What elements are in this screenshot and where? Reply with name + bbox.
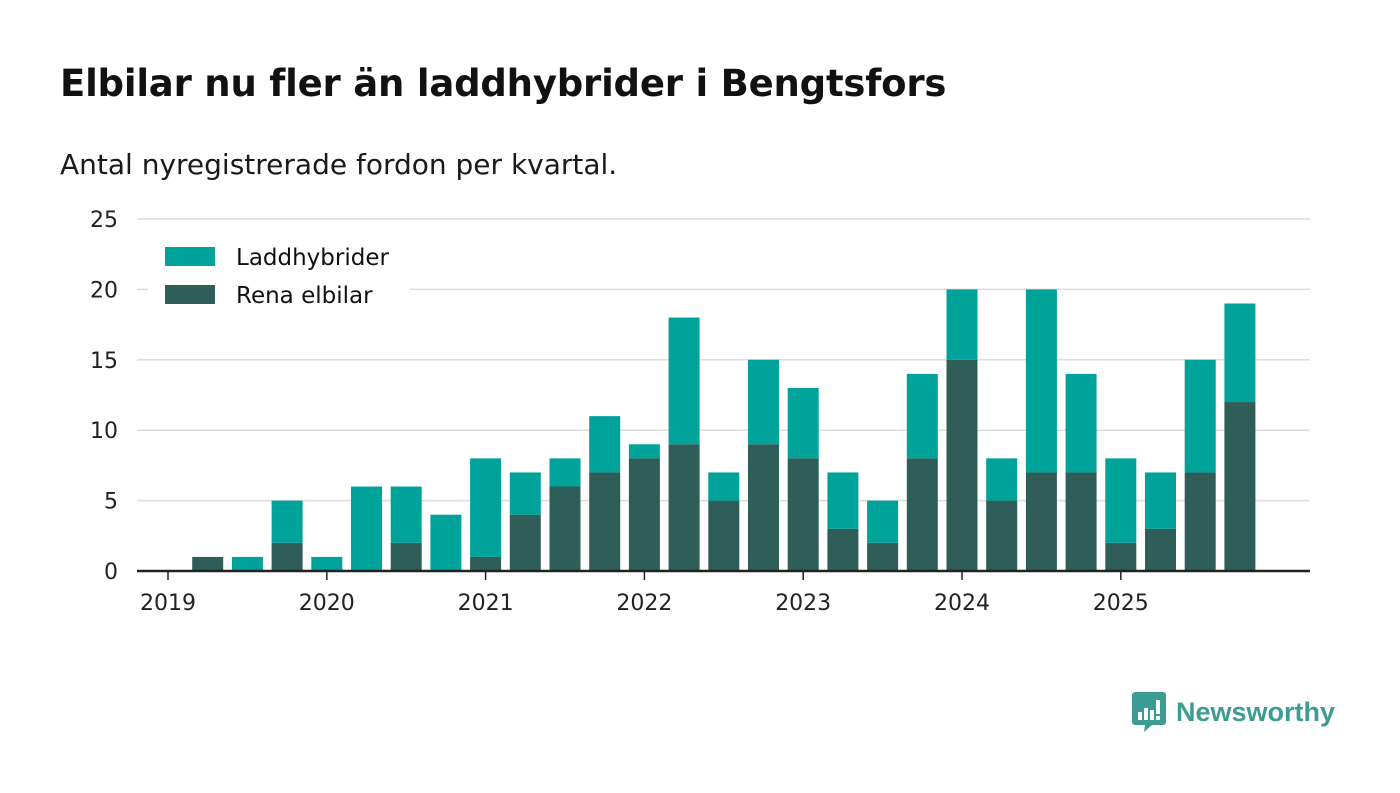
y-tick-label: 0 bbox=[104, 560, 118, 585]
newsworthy-logo-icon bbox=[1132, 692, 1166, 732]
y-tick-label: 5 bbox=[104, 490, 118, 515]
bar-laddhybrider bbox=[628, 444, 660, 459]
bar-laddhybrider bbox=[351, 486, 382, 571]
y-tick-label: 15 bbox=[90, 349, 118, 374]
x-tick-label: 2019 bbox=[140, 591, 196, 616]
y-tick-label: 10 bbox=[90, 419, 118, 444]
bar-rena-elbilar bbox=[827, 528, 859, 571]
bar-rena-elbilar bbox=[867, 542, 899, 571]
bar-laddhybrider bbox=[589, 416, 621, 473]
x-tick-label: 2021 bbox=[458, 591, 514, 616]
legend-label-rena-elbilar: Rena elbilar bbox=[236, 283, 373, 309]
bar-rena-elbilar bbox=[549, 486, 581, 571]
bars bbox=[192, 289, 1256, 571]
bar-laddhybrider bbox=[311, 556, 343, 571]
bar-rena-elbilar bbox=[787, 458, 819, 571]
bar-laddhybrider bbox=[390, 486, 422, 543]
bar-rena-elbilar bbox=[946, 359, 978, 571]
bar-laddhybrider bbox=[1184, 359, 1216, 473]
bar-laddhybrider bbox=[906, 373, 938, 459]
x-tick-label: 2023 bbox=[775, 591, 831, 616]
legend-swatch-laddhybrider bbox=[165, 247, 215, 266]
bar-rena-elbilar bbox=[1065, 472, 1097, 571]
bar-rena-elbilar bbox=[986, 500, 1018, 571]
bar-rena-elbilar bbox=[906, 458, 938, 571]
x-tick-label: 2020 bbox=[299, 591, 355, 616]
bar-rena-elbilar bbox=[628, 458, 660, 571]
bar-rena-elbilar bbox=[470, 556, 502, 571]
bar-laddhybrider bbox=[1145, 472, 1176, 529]
legend: Laddhybrider Rena elbilar bbox=[148, 236, 410, 312]
x-tick-label: 2025 bbox=[1093, 591, 1149, 616]
bar-rena-elbilar bbox=[668, 444, 700, 571]
bar-laddhybrider bbox=[509, 472, 541, 515]
bar-rena-elbilar bbox=[509, 514, 541, 571]
newsworthy-logo: Newsworthy bbox=[1132, 690, 1335, 734]
bar-laddhybrider bbox=[549, 458, 581, 487]
y-tick-label: 20 bbox=[90, 278, 118, 303]
bar-rena-elbilar bbox=[708, 500, 740, 571]
bar-laddhybrider bbox=[231, 556, 263, 571]
bar-laddhybrider bbox=[668, 317, 700, 445]
bar-laddhybrider bbox=[271, 500, 303, 543]
bar-laddhybrider bbox=[430, 514, 462, 571]
bar-laddhybrider bbox=[867, 500, 899, 543]
bar-laddhybrider bbox=[986, 458, 1018, 501]
bar-laddhybrider bbox=[748, 359, 779, 445]
bar-laddhybrider bbox=[1105, 458, 1137, 543]
legend-label-laddhybrider: Laddhybrider bbox=[236, 245, 389, 271]
chart-title: Elbilar nu fler än laddhybrider i Bengts… bbox=[60, 62, 947, 105]
brand-name: Newsworthy bbox=[1176, 696, 1336, 727]
bar-rena-elbilar bbox=[1224, 402, 1256, 571]
bar-laddhybrider bbox=[827, 472, 859, 529]
chart-subtitle: Antal nyregistrerade fordon per kvartal. bbox=[60, 148, 618, 181]
bar-rena-elbilar bbox=[192, 556, 224, 571]
bar-laddhybrider bbox=[1224, 303, 1256, 403]
y-tick-label: 25 bbox=[90, 208, 118, 233]
bar-laddhybrider bbox=[708, 472, 740, 501]
bar-rena-elbilar bbox=[1145, 528, 1176, 571]
legend-swatch-rena-elbilar bbox=[165, 285, 215, 304]
bar-rena-elbilar bbox=[1105, 542, 1137, 571]
bar-rena-elbilar bbox=[390, 542, 422, 571]
bar-rena-elbilar bbox=[1184, 472, 1216, 571]
x-tick-label: 2024 bbox=[934, 591, 990, 616]
bar-rena-elbilar bbox=[748, 444, 779, 571]
bar-laddhybrider bbox=[470, 458, 502, 557]
bar-rena-elbilar bbox=[1025, 472, 1057, 571]
bar-laddhybrider bbox=[946, 289, 978, 360]
bar-laddhybrider bbox=[787, 387, 819, 459]
bar-laddhybrider bbox=[1065, 373, 1097, 473]
x-tick-label: 2022 bbox=[616, 591, 672, 616]
bar-rena-elbilar bbox=[271, 542, 303, 571]
bar-rena-elbilar bbox=[589, 472, 621, 571]
bar-laddhybrider bbox=[1025, 289, 1057, 473]
